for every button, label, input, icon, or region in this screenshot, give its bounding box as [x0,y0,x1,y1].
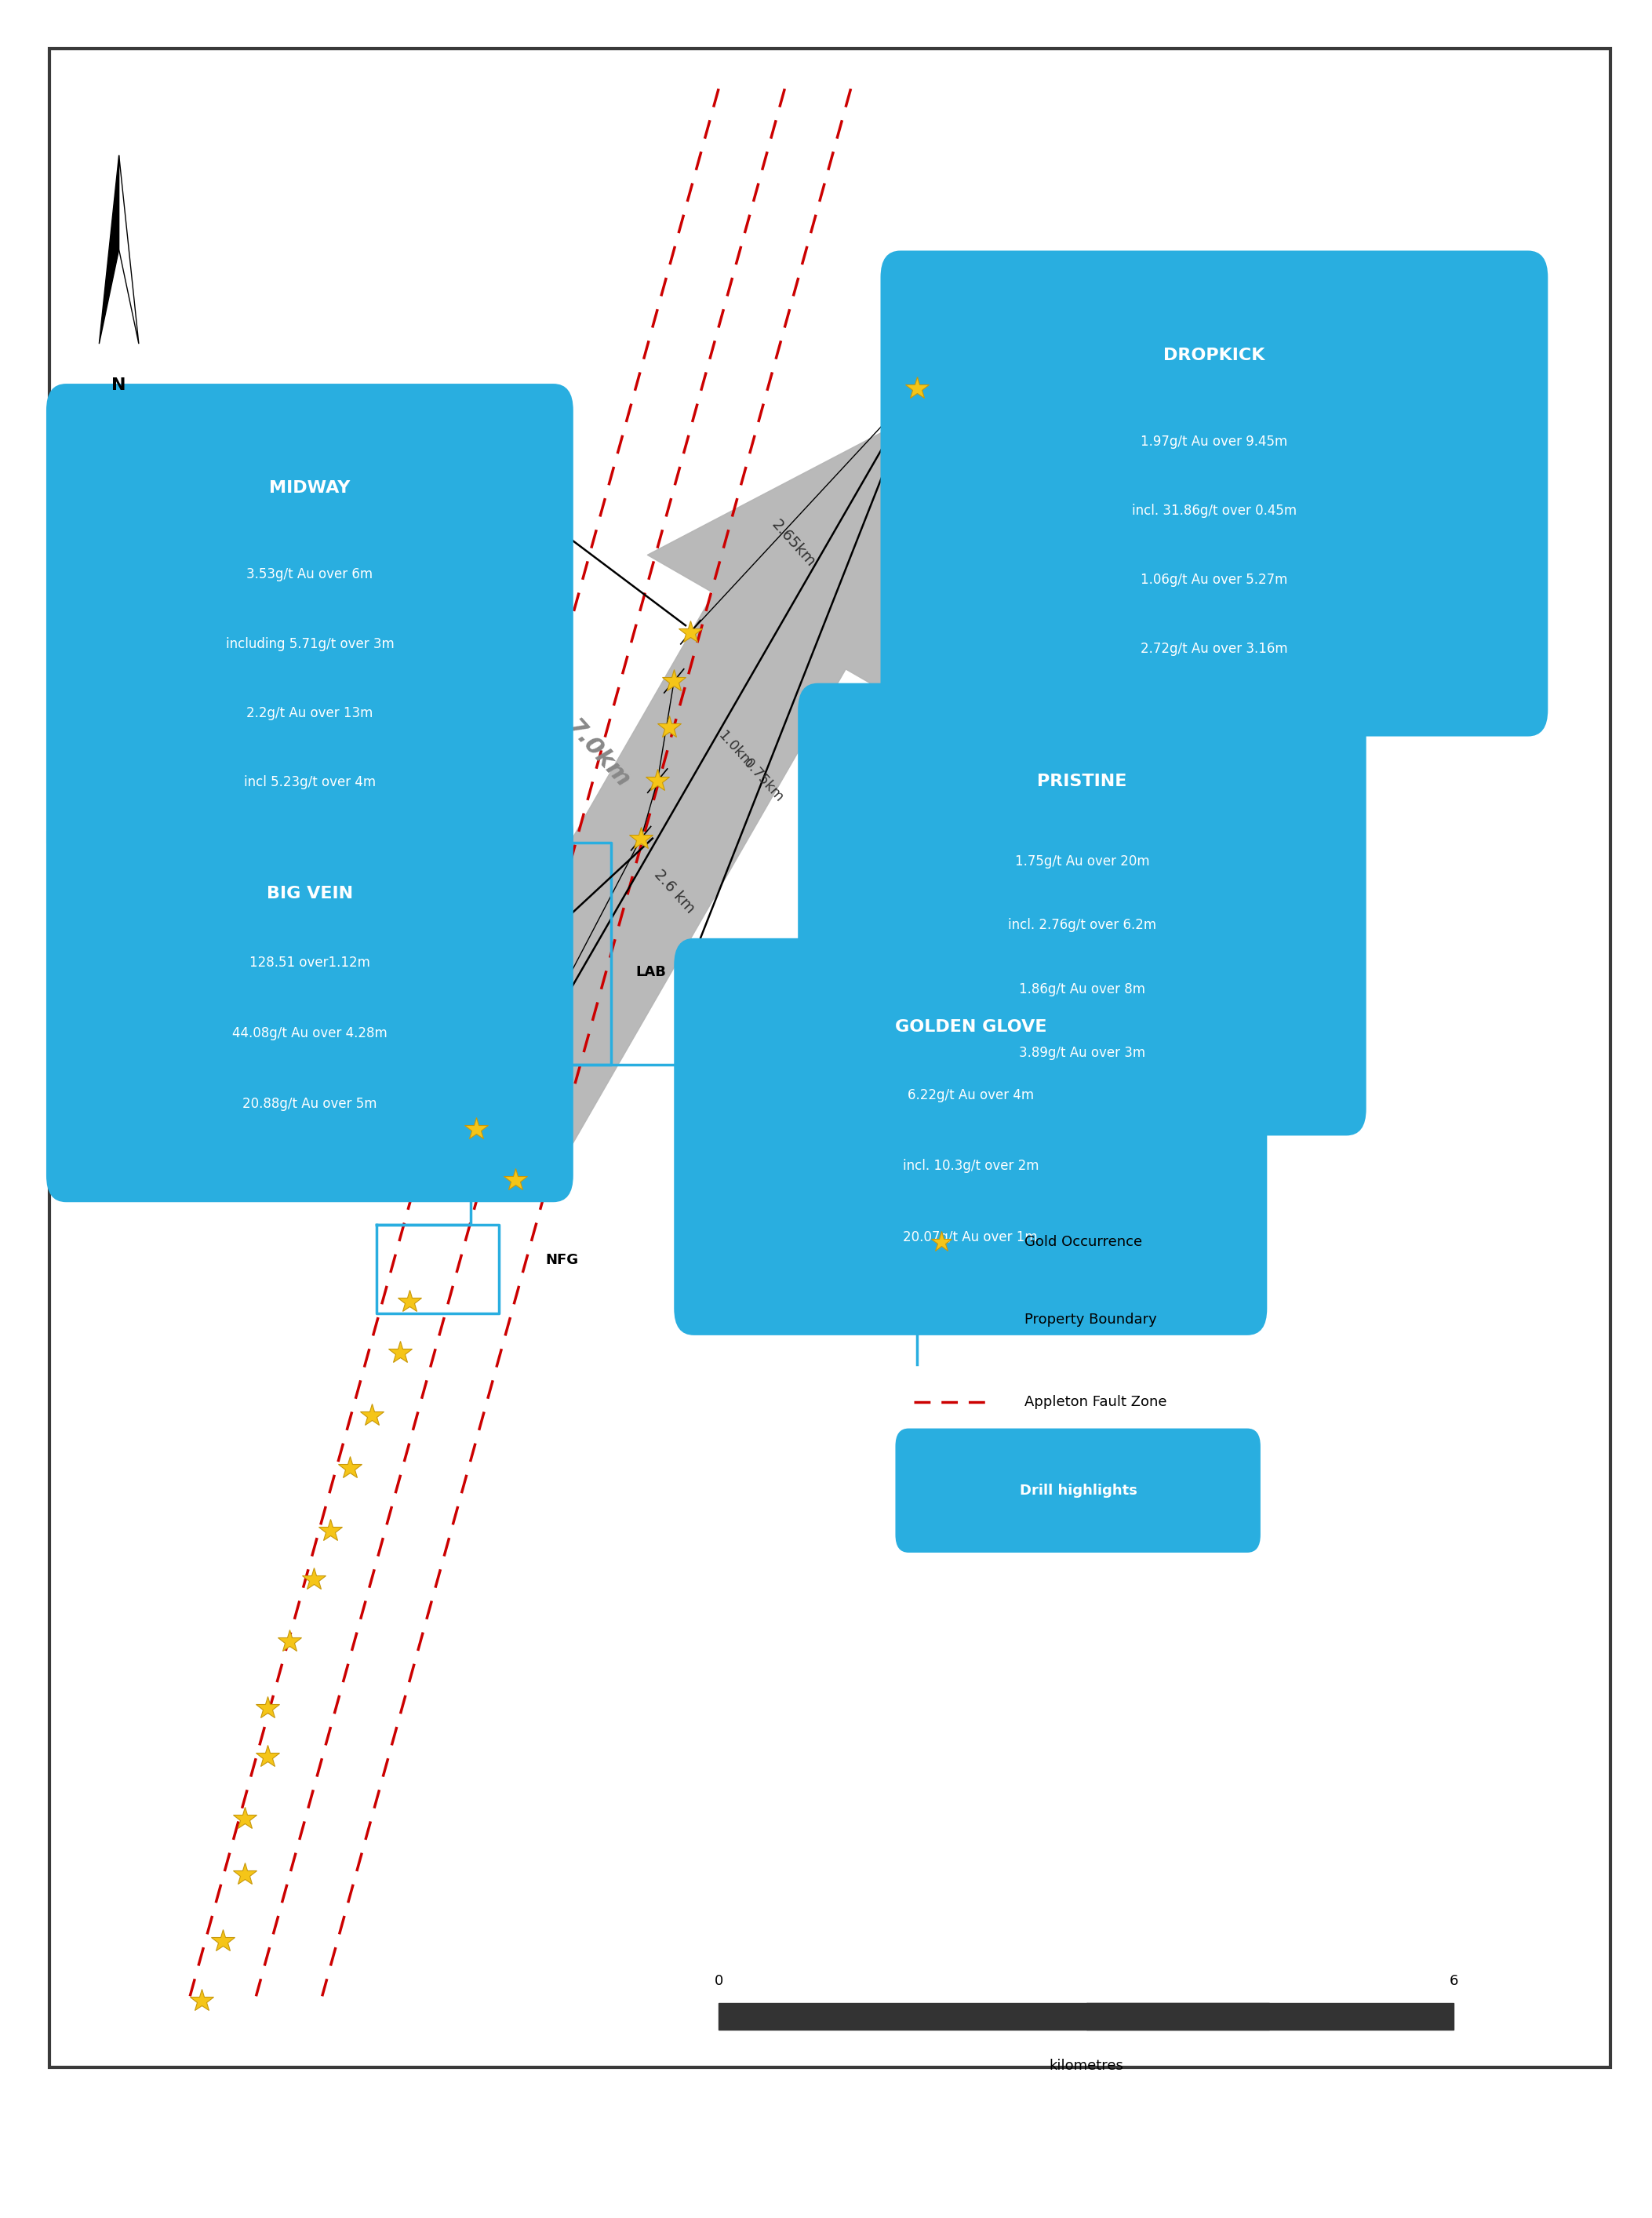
Text: DROPKICK: DROPKICK [1163,348,1265,364]
Text: incl. 31.86g/t over 0.45m: incl. 31.86g/t over 0.45m [1132,503,1297,517]
FancyBboxPatch shape [46,805,573,1202]
Polygon shape [119,155,139,344]
Text: 20.07g/t Au over 1m: 20.07g/t Au over 1m [904,1229,1037,1244]
Text: PRISTINE: PRISTINE [1037,774,1127,790]
Text: 2.6 km: 2.6 km [651,867,697,916]
FancyBboxPatch shape [46,384,573,869]
Text: N: N [112,377,126,393]
Text: including 5.71g/t over 3m: including 5.71g/t over 3m [226,637,393,650]
Text: LAB: LAB [636,965,666,978]
Text: 3.89g/t Au over 3m: 3.89g/t Au over 3m [1019,1047,1145,1060]
Text: 1.86g/t Au over 8m: 1.86g/t Au over 8m [1019,983,1145,996]
Text: 2.72g/t Au over 3.16m: 2.72g/t Au over 3.16m [1140,643,1289,657]
Text: NFG: NFG [545,1253,578,1266]
Text: 3.53g/t Au over 6m: 3.53g/t Au over 6m [246,568,373,581]
Text: 128.51 over1.12m: 128.51 over1.12m [249,956,370,969]
Text: MIDWAY: MIDWAY [269,481,350,497]
Bar [1087,2003,1269,2029]
Text: 0.75km: 0.75km [740,756,786,805]
Text: 6: 6 [1449,1974,1459,1987]
Text: incl. 10.3g/t over 2m: incl. 10.3g/t over 2m [902,1160,1039,1173]
FancyBboxPatch shape [881,251,1548,736]
Polygon shape [99,155,119,344]
Bar [1087,2003,1454,2029]
Text: 0: 0 [714,1974,724,1987]
FancyBboxPatch shape [798,683,1366,1136]
Text: 44.08g/t Au over 4.28m: 44.08g/t Au over 4.28m [233,1027,387,1040]
Text: Drill highlights: Drill highlights [1019,1484,1138,1497]
FancyBboxPatch shape [674,938,1267,1335]
Text: 1.0km: 1.0km [715,728,755,772]
Text: 2.65km: 2.65km [768,517,818,570]
Text: Property Boundary: Property Boundary [1024,1313,1156,1326]
Text: BIG VEIN: BIG VEIN [266,885,354,901]
FancyBboxPatch shape [895,1428,1260,1553]
Text: 1.75g/t Au over 20m: 1.75g/t Au over 20m [1014,854,1150,869]
Text: incl. 2.76g/t over 6.2m: incl. 2.76g/t over 6.2m [1008,918,1156,932]
Text: 1.97g/t Au over 9.45m: 1.97g/t Au over 9.45m [1142,435,1287,448]
Text: 2.2g/t Au over 13m: 2.2g/t Au over 13m [246,705,373,721]
Text: NFLD: NFLD [393,952,434,965]
Text: 6.22g/t Au over 4m: 6.22g/t Au over 4m [907,1089,1034,1102]
Bar [719,2003,1087,2029]
Text: Gold Occurrence: Gold Occurrence [1024,1235,1142,1249]
Text: 7.0km: 7.0km [562,716,634,792]
Text: 1.06g/t Au over 5.27m: 1.06g/t Au over 5.27m [1142,572,1287,588]
Text: Appleton Fault Zone: Appleton Fault Zone [1024,1395,1166,1408]
Text: 20.88g/t Au over 5m: 20.88g/t Au over 5m [243,1096,377,1111]
Text: incl 5.23g/t over 4m: incl 5.23g/t over 4m [244,776,375,790]
Text: kilometres: kilometres [1049,2058,1123,2072]
Text: GOLDEN GLOVE: GOLDEN GLOVE [895,1018,1046,1034]
